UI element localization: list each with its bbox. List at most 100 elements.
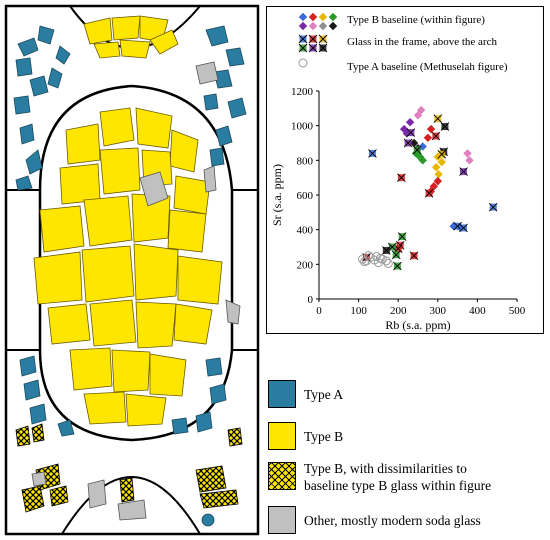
legend-marker [298,43,308,53]
x-tick-label: 200 [390,305,407,317]
type-a-label: Type A [304,387,344,402]
data-point [397,173,406,182]
data-point [433,114,443,124]
other-label: Other, mostly modern soda glass [304,513,481,528]
data-point [459,167,468,176]
data-point [382,246,391,255]
data-point [397,232,407,241]
type-b-hatched-label-line1: Type B, with dissimilarities to [304,461,467,476]
x-tick-label: 400 [469,305,486,317]
legend-marker [298,21,308,31]
legend-marker [298,12,308,22]
data-point [423,133,433,143]
type-a-pieces [13,25,247,527]
type-b-pieces [33,15,223,427]
bottom-arch [61,476,201,535]
other-swatch [268,506,296,534]
data-point [426,124,436,134]
data-point [459,223,468,233]
data-point [368,149,377,158]
marker-cross [431,131,441,141]
data-point [391,250,401,260]
legend-marker [298,58,308,68]
y-axis-title: Sr (s.a. ppm) [270,164,284,226]
marker-cross [298,34,308,44]
data-point [405,117,415,127]
x-tick-label: 300 [430,305,447,317]
marker-cross [397,173,406,182]
chart-legend: Type B baseline (within figure) Glass in … [298,12,508,73]
marker-cross [382,246,391,255]
data-point [424,188,434,198]
type-a-swatch [268,380,296,408]
legend-marker [308,43,318,53]
marker-cross [412,145,422,155]
data-point [431,131,441,141]
hatched-pieces [15,423,243,513]
marker-cross [308,43,318,53]
legend-marker [328,12,338,22]
y-tick-label: 1200 [291,86,314,98]
x-axis-title: Rb (s.a. ppm) [385,318,450,332]
data-point [418,142,427,151]
marker-cross [393,261,402,271]
marker-cross [433,114,443,124]
marker-cross [308,34,318,44]
chart-points [358,105,498,271]
data-point [412,145,422,155]
marker-cross [391,250,401,260]
hatched-swatch [268,462,296,490]
data-point [463,149,472,158]
data-point [432,163,441,172]
data-point [488,202,498,212]
marker-cross [368,149,377,158]
legend-marker [318,12,328,22]
data-point [383,258,393,268]
legend-marker [318,21,328,31]
marker-cross [397,232,407,241]
type-b-hatched-label-line2: baseline type B glass within figure [304,478,492,493]
type-b-label: Type B [304,429,344,444]
y-tick-label: 200 [297,259,314,271]
y-tick-label: 400 [297,225,314,237]
data-point [418,156,427,165]
chart-frame: Type B baseline (within figure) Glass in … [266,6,544,334]
data-point [434,169,443,179]
marker-cross [318,34,328,44]
data-point [416,105,426,115]
legend-marker [308,21,318,31]
marker-cross [409,251,419,260]
data-point [371,252,381,262]
legend-marker [328,21,338,31]
marker-cross [424,188,434,198]
x-tick-label: 100 [350,305,367,317]
data-point [437,149,447,159]
scatter-plot: Type B baseline (within figure) Glass in … [270,12,526,332]
data-point [393,261,402,271]
other-pieces [31,61,241,521]
marker-cross [403,138,413,148]
type-b-swatch [268,422,296,450]
marker-cross [298,43,308,53]
marker-cross [459,223,468,233]
chart-axes: 0 100 200 300 400 500 0 200 400 600 800 1000 1200 Rb … [270,86,526,332]
marker-cross [440,122,450,131]
data-point [440,122,450,131]
legend-marker [318,43,328,53]
data-point [381,256,391,266]
data-point [465,156,474,165]
x-tick-label: 500 [509,305,526,317]
data-point [406,128,416,137]
data-point [409,251,419,260]
legend-label: Type A baseline (Methuselah figure) [347,61,508,73]
data-point [429,182,439,191]
marker-cross [488,202,498,212]
legend-label: Type B baseline (within figure) [347,14,485,26]
stained-glass-window-map [4,4,260,536]
legend-label: Glass in the frame, above the arch [347,36,497,48]
legend-marker [318,34,328,44]
data-point [375,253,385,263]
marker-cross [406,128,416,137]
x-tick-label: 0 [316,305,322,317]
y-tick-label: 800 [297,155,314,167]
